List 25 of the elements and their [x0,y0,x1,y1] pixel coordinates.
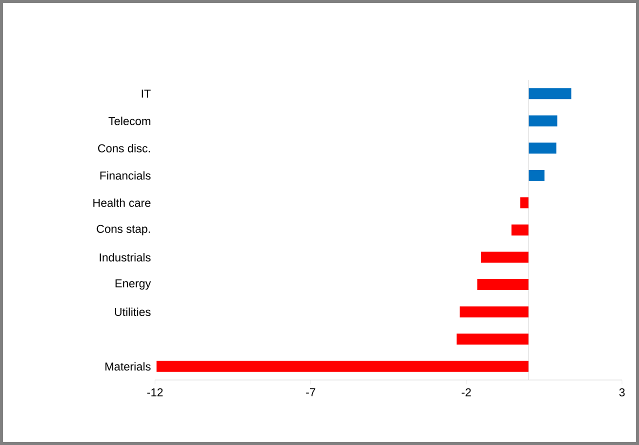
y-tick-label: Telecom [108,116,150,126]
y-tick-label: Cons stap. [96,224,150,236]
y-tick-label: Energy [116,279,151,290]
bar [528,88,572,100]
x-tick-label: -7 [306,388,316,396]
y-tick-label: Utilities [114,308,151,316]
y-tick-label: Materials [105,362,151,371]
bar [456,334,529,345]
y-tick-label: Industrials [100,253,151,262]
bar [520,197,529,208]
bar [477,279,529,290]
y-tick-label: Health care [93,198,150,207]
bar [511,224,529,236]
y-tick-label: Cons disc. [98,144,150,152]
bar [156,360,529,372]
y-tick-label: IT [142,90,151,98]
bar [528,170,544,181]
y-tick-label: Financials [100,171,151,180]
x-tick-label: -12 [147,388,163,396]
bar [460,306,529,318]
bar [528,142,556,154]
bar [528,115,558,126]
x-tick-label: -2 [462,388,471,396]
bar [480,252,529,263]
x-tick-label: 3 [619,388,625,396]
